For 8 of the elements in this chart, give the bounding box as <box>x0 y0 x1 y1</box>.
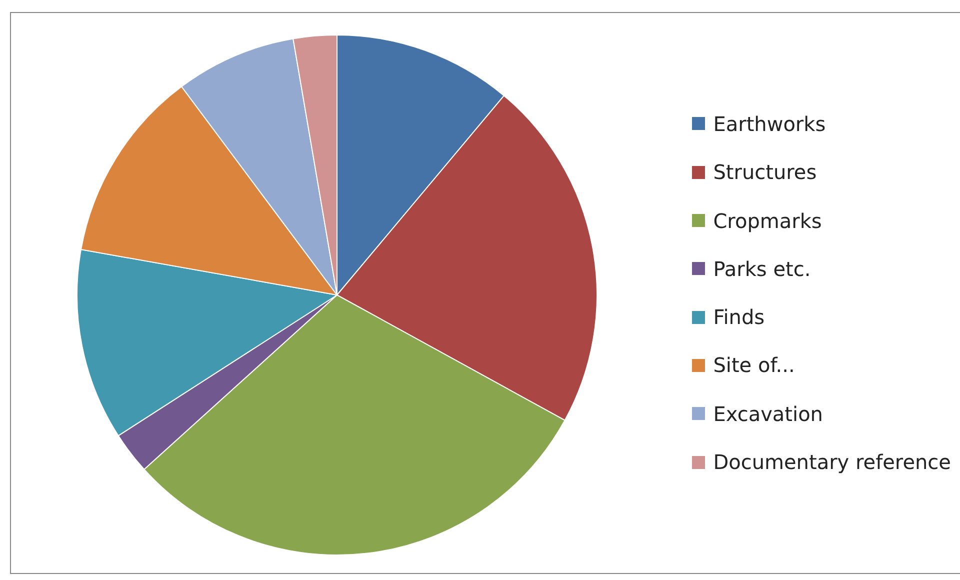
legend-label: Site of... <box>713 353 795 378</box>
legend-label: Excavation <box>713 402 823 426</box>
legend-label: Finds <box>713 305 765 330</box>
legend-label: Cropmarks <box>713 208 822 233</box>
legend-label: Structures <box>713 160 817 184</box>
legend-label: Documentary reference <box>713 450 951 474</box>
legend-label: Parks etc. <box>713 256 811 281</box>
legend-label: Earthworks <box>713 112 826 136</box>
